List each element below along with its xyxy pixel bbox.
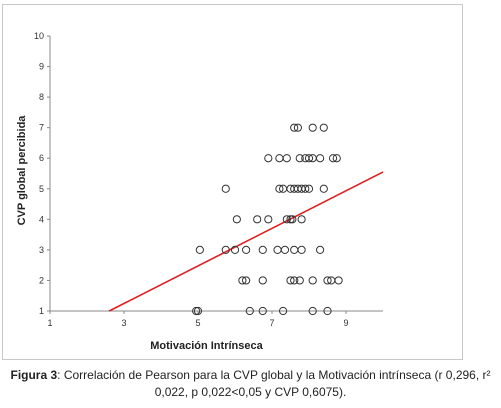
data-point xyxy=(297,245,306,254)
caption-text: : Correlación de Pearson para la CVP glo… xyxy=(57,368,491,399)
data-point xyxy=(264,154,273,163)
data-point xyxy=(195,245,204,254)
data-point xyxy=(295,154,304,163)
x-tick-label: 3 xyxy=(121,318,126,328)
x-tick-label: 9 xyxy=(343,318,348,328)
y-tick-label: 3 xyxy=(39,245,44,255)
data-point xyxy=(288,215,297,224)
data-point xyxy=(258,276,267,285)
data-point xyxy=(221,184,230,193)
x-axis-title: Motivación Intrínseca xyxy=(150,340,263,352)
data-point xyxy=(295,276,304,285)
data-point xyxy=(245,306,254,316)
y-tick-label: 2 xyxy=(39,275,44,285)
axes xyxy=(47,35,383,314)
y-tick-label: 5 xyxy=(39,184,44,194)
data-point xyxy=(280,245,290,254)
data-points xyxy=(192,123,343,316)
data-point xyxy=(334,276,343,285)
data-point xyxy=(319,123,328,132)
data-point xyxy=(230,245,240,254)
data-point xyxy=(323,306,332,316)
data-point xyxy=(316,245,325,254)
y-tick-label: 10 xyxy=(34,31,44,41)
y-tick-label: 6 xyxy=(39,153,44,163)
trendline xyxy=(108,171,384,312)
caption-label: Figura 3 xyxy=(10,368,58,382)
data-point xyxy=(301,184,310,193)
x-tick-label: 7 xyxy=(269,318,274,328)
data-point xyxy=(273,245,282,254)
y-tick-labels: 1 2 3 4 5 6 7 8 9 10 xyxy=(34,31,44,316)
y-tick-label: 7 xyxy=(39,123,44,133)
data-point xyxy=(275,184,284,193)
data-point xyxy=(242,245,251,254)
x-tick-labels: 1 3 5 7 9 xyxy=(47,318,348,328)
data-point xyxy=(258,306,267,316)
trendline-group xyxy=(108,171,384,312)
data-point xyxy=(221,245,230,254)
data-point xyxy=(282,154,291,163)
data-point xyxy=(232,215,241,224)
data-point xyxy=(328,154,338,163)
figure-caption: Figura 3: Correlación de Pearson para la… xyxy=(0,367,501,401)
x-tick-label: 1 xyxy=(47,318,52,328)
data-point xyxy=(238,276,247,285)
data-point xyxy=(316,154,325,163)
y-axis-title: CVP global percibida xyxy=(16,115,28,226)
x-tick-label: 5 xyxy=(195,318,200,328)
data-point xyxy=(258,245,267,254)
data-point xyxy=(304,184,314,193)
data-point xyxy=(242,276,251,285)
data-point xyxy=(332,154,341,163)
data-point xyxy=(286,276,295,285)
data-point xyxy=(319,184,328,193)
data-point xyxy=(275,154,284,163)
data-point xyxy=(279,306,288,316)
y-tick-label: 8 xyxy=(39,92,44,102)
data-point xyxy=(308,123,317,132)
y-tick-label: 4 xyxy=(39,214,44,224)
data-point xyxy=(290,123,299,132)
data-point xyxy=(304,154,314,163)
data-point xyxy=(323,276,332,285)
data-point xyxy=(282,215,291,224)
data-point xyxy=(308,276,317,285)
data-point xyxy=(264,215,273,224)
y-tick-label: 9 xyxy=(39,62,44,72)
data-point xyxy=(308,306,317,316)
data-point xyxy=(297,215,306,224)
data-point xyxy=(253,215,262,224)
data-point xyxy=(193,306,203,316)
y-tick-label: 1 xyxy=(39,306,44,316)
data-point xyxy=(293,123,302,132)
data-point xyxy=(290,276,299,285)
data-point xyxy=(290,245,299,254)
